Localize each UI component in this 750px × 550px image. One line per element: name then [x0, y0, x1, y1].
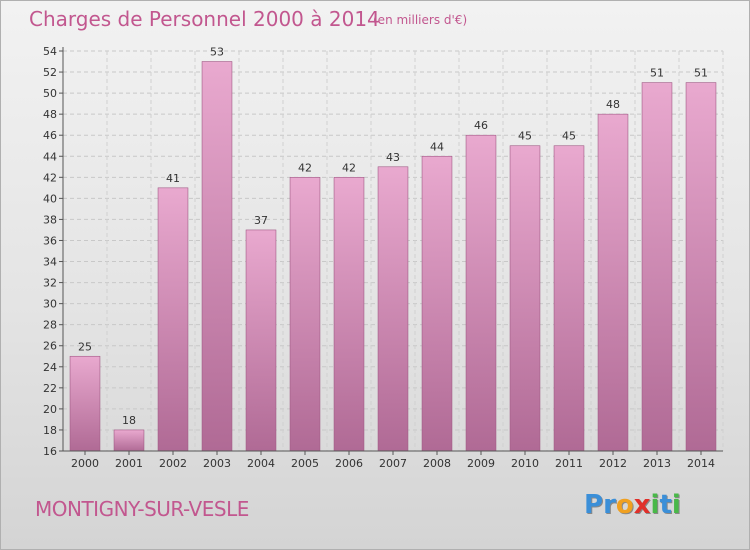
bar-value-label: 25	[78, 340, 92, 353]
y-tick-label: 24	[43, 361, 57, 374]
commune-name: MONTIGNY-SUR-VESLE	[35, 497, 249, 521]
bar	[157, 187, 189, 452]
chart-title: Charges de Personnel 2000 à 2014	[29, 7, 380, 31]
bar	[641, 82, 673, 452]
y-tick-label: 30	[43, 298, 57, 311]
y-tick-label: 54	[43, 45, 57, 58]
bar-value-label: 43	[386, 151, 400, 164]
y-tick-label: 34	[43, 256, 57, 269]
bars	[69, 61, 717, 452]
x-tick-label: 2003	[203, 457, 231, 470]
bar-value-label: 18	[122, 414, 136, 427]
x-tick-label: 2014	[687, 457, 715, 470]
x-tick-label: 2009	[467, 457, 495, 470]
x-tick-label: 2007	[379, 457, 407, 470]
y-tick-label: 32	[43, 277, 57, 290]
bar-value-label: 51	[694, 67, 708, 80]
bar	[509, 145, 541, 452]
y-tick-label: 38	[43, 213, 57, 226]
logo-letter: r	[603, 490, 616, 520]
bar	[465, 134, 497, 452]
y-tick-label: 48	[43, 108, 57, 121]
y-tick-label: 46	[43, 129, 57, 142]
bar	[245, 229, 277, 452]
y-tick-label: 52	[43, 66, 57, 79]
chart-subtitle: (en milliers d'€)	[373, 13, 468, 27]
x-tick-label: 2005	[291, 457, 319, 470]
x-tick-label: 2012	[599, 457, 627, 470]
bar	[289, 177, 321, 452]
y-tick-label: 42	[43, 171, 57, 184]
bar-value-label: 51	[650, 67, 664, 80]
bar-value-label: 45	[562, 130, 576, 143]
x-tick-label: 2001	[115, 457, 143, 470]
bar	[201, 61, 233, 452]
logo-letter: t	[659, 490, 672, 520]
logo-letter: x	[633, 490, 651, 520]
axes	[59, 47, 723, 455]
x-tick-label: 2010	[511, 457, 539, 470]
bar-value-label: 44	[430, 140, 444, 153]
bar-value-label: 45	[518, 130, 532, 143]
bar-value-label: 46	[474, 119, 488, 132]
x-tick-label: 2013	[643, 457, 671, 470]
x-tick-label: 2000	[71, 457, 99, 470]
x-tick-label: 2011	[555, 457, 583, 470]
y-tick-label: 50	[43, 87, 57, 100]
y-tick-label: 26	[43, 340, 57, 353]
y-tick-label: 18	[43, 424, 57, 437]
y-tick-label: 16	[43, 445, 57, 458]
bar	[421, 155, 453, 452]
bar-value-label: 53	[210, 46, 224, 59]
logo-letter: o	[615, 490, 634, 520]
x-tick-label: 2002	[159, 457, 187, 470]
bar	[113, 429, 145, 452]
bar	[553, 145, 585, 452]
logo-letter: i	[650, 490, 660, 520]
bar-value-label: 42	[342, 161, 356, 174]
y-tick-label: 20	[43, 403, 57, 416]
bar-value-label: 37	[254, 214, 268, 227]
bar	[685, 82, 717, 452]
y-tick-label: 36	[43, 234, 57, 247]
bar	[377, 166, 409, 452]
bar	[597, 113, 629, 452]
y-tick-label: 28	[43, 319, 57, 332]
logo-letter: P	[584, 490, 604, 520]
y-tick-label: 44	[43, 150, 57, 163]
bar	[69, 355, 101, 452]
proxiti-logo: Proxiti	[584, 490, 681, 520]
logo-letter: i	[671, 490, 681, 520]
x-tick-label: 2008	[423, 457, 451, 470]
x-tick-label: 2004	[247, 457, 275, 470]
y-tick-label: 40	[43, 192, 57, 205]
x-tick-label: 2006	[335, 457, 363, 470]
y-tick-label: 22	[43, 382, 57, 395]
bar-value-label: 41	[166, 172, 180, 185]
bar-value-label: 48	[606, 98, 620, 111]
labels: 16 18 20 22 24 26 28 30 32 34 36 38 40 42 44 46 48 50 52 54…	[43, 45, 715, 470]
bar	[333, 177, 365, 452]
bar-value-label: 42	[298, 161, 312, 174]
